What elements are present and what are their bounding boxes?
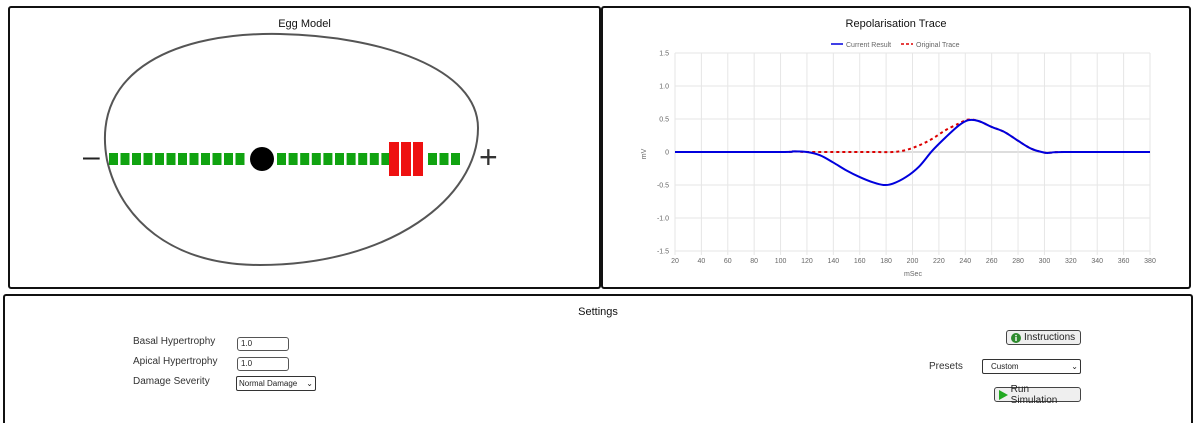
normal-segment — [277, 153, 286, 165]
minus-sign: – — [83, 140, 100, 173]
y-tick-label: -0.5 — [657, 183, 669, 190]
instructions-button[interactable]: Instructions — [1006, 330, 1081, 345]
chart-grid — [674, 52, 1151, 255]
x-tick-label: 340 — [1091, 258, 1103, 265]
apical-hypertrophy-input[interactable]: 1.0 — [237, 357, 289, 371]
presets-value: Custom — [991, 362, 1019, 371]
x-tick-label: 120 — [801, 258, 813, 265]
x-tick-label: 360 — [1118, 258, 1130, 265]
normal-segment — [439, 153, 449, 165]
settings-panel: Settings Basal Hypertrophy 1.0 Apical Hy… — [3, 294, 1193, 423]
y-tick-label: 0.5 — [659, 117, 669, 124]
damaged-segment — [401, 142, 411, 176]
egg-model-canvas: – + — [83, 32, 498, 267]
av-node — [250, 147, 274, 171]
x-tick-label: 140 — [827, 258, 839, 265]
damage-severity-value: Normal Damage — [239, 379, 298, 388]
x-tick-label: 80 — [750, 258, 758, 265]
x-tick-label: 180 — [880, 258, 892, 265]
x-tick-label: 240 — [959, 258, 971, 265]
damage-severity-select[interactable]: Normal Damage ⌄ — [236, 376, 316, 391]
normal-segment — [369, 153, 379, 165]
trace-title: Repolarisation Trace — [845, 18, 947, 30]
normal-segment — [143, 153, 153, 165]
egg-model-title: Egg Model — [278, 18, 331, 30]
normal-segment — [109, 153, 118, 165]
chart-legend: Current Result Original Trace — [831, 42, 960, 49]
x-tick-label: 220 — [933, 258, 945, 265]
y-tick-label: -1.5 — [657, 249, 669, 256]
normal-segment — [189, 153, 199, 165]
x-tick-label: 60 — [724, 258, 732, 265]
egg-outline — [104, 32, 480, 267]
legend-original-label: Original Trace — [916, 42, 960, 49]
run-simulation-label: Run Simulation — [1010, 383, 1058, 406]
normal-segment — [178, 153, 187, 165]
normal-segment — [212, 153, 222, 165]
x-tick-label: 300 — [1039, 258, 1051, 265]
instructions-label: Instructions — [1024, 332, 1076, 343]
damaged-segment — [389, 142, 399, 176]
presets-select[interactable]: Custom ⌄ — [982, 359, 1081, 374]
legend-current-label: Current Result — [846, 42, 891, 49]
apical-hypertrophy-label: Apical Hypertrophy — [133, 356, 218, 367]
y-tick-label: 1.5 — [659, 51, 669, 58]
x-tick-label: 320 — [1065, 258, 1077, 265]
normal-segment — [323, 153, 333, 165]
x-axis-label: mSec — [904, 271, 922, 278]
normal-segment — [428, 153, 437, 165]
run-simulation-button[interactable]: Run Simulation — [994, 384, 1081, 406]
trace-panel: Repolarisation Trace Current Result Orig… — [601, 6, 1191, 289]
normal-segment — [155, 153, 164, 165]
y-axis-ticks: 1.5 1.0 0.5 0 -0.5 -1.0 -1.5 — [657, 51, 669, 256]
normal-segment — [120, 153, 130, 165]
x-tick-label: 20 — [671, 258, 679, 265]
normal-segment — [358, 153, 368, 165]
info-icon — [1011, 332, 1021, 343]
normal-segment — [381, 153, 391, 165]
y-tick-label: -1.0 — [657, 216, 669, 223]
x-tick-label: 200 — [907, 258, 919, 265]
normal-segment — [166, 153, 176, 165]
normal-segment — [201, 153, 210, 165]
myocardium-segments — [109, 142, 460, 176]
damaged-segment — [413, 142, 423, 176]
x-tick-label: 160 — [854, 258, 866, 265]
basal-hypertrophy-input[interactable]: 1.0 — [237, 337, 289, 351]
normal-segment — [311, 153, 321, 165]
x-axis-ticks: 20 40 60 80 100 120 140 160 180 200 220 240 260 280 30… — [671, 258, 1156, 265]
chevron-down-icon: ⌄ — [306, 379, 313, 388]
egg-model-panel: Egg Model – + — [8, 6, 601, 289]
normal-segment — [300, 153, 310, 165]
chevron-down-icon: ⌄ — [1071, 362, 1078, 371]
x-tick-label: 380 — [1144, 258, 1156, 265]
normal-segment — [132, 153, 141, 165]
normal-segment — [335, 153, 344, 165]
repolarisation-chart: Current Result Original Trace 1.5 1.0 0.5 0… — [641, 42, 1156, 278]
x-tick-label: 100 — [775, 258, 787, 265]
y-axis-label: mV — [641, 148, 648, 159]
x-tick-label: 280 — [1012, 258, 1024, 265]
plus-sign: + — [479, 139, 498, 175]
play-icon — [999, 389, 1008, 400]
chart-series — [674, 118, 1151, 187]
normal-segment — [224, 153, 233, 165]
basal-hypertrophy-label: Basal Hypertrophy — [133, 336, 216, 347]
x-tick-label: 260 — [986, 258, 998, 265]
normal-segment — [451, 153, 460, 165]
x-tick-label: 40 — [697, 258, 705, 265]
y-tick-label: 1.0 — [659, 84, 669, 91]
normal-segment — [346, 153, 356, 165]
current-result-line — [674, 118, 1151, 187]
y-tick-label: 0 — [665, 150, 669, 157]
normal-segment — [235, 153, 245, 165]
settings-title: Settings — [578, 306, 618, 318]
damage-severity-label: Damage Severity — [133, 376, 210, 387]
presets-label: Presets — [929, 361, 963, 372]
normal-segment — [288, 153, 298, 165]
